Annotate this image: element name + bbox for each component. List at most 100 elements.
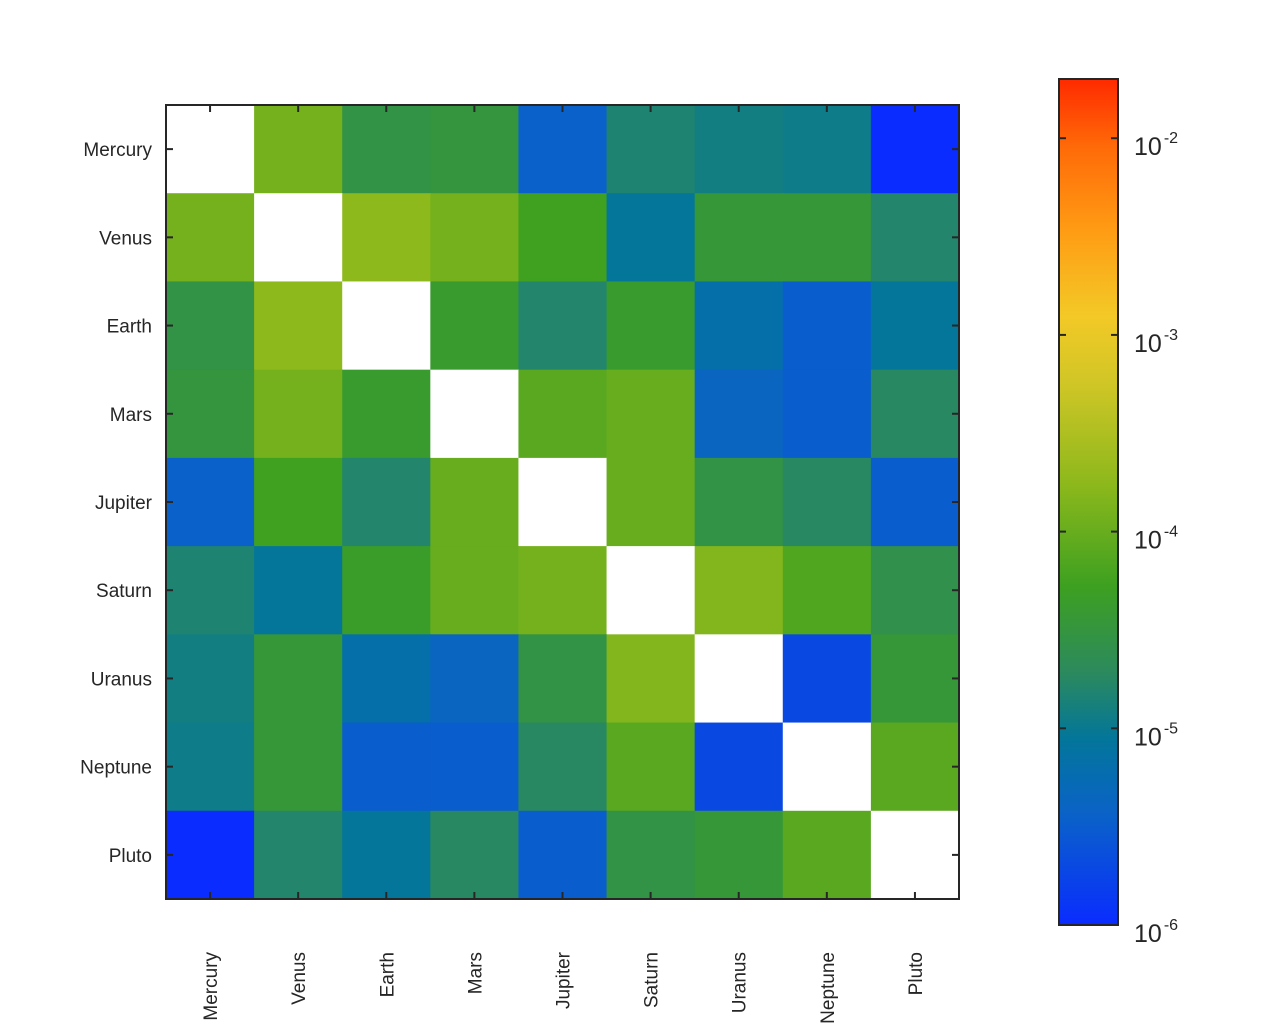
y-tick-label: Mars	[110, 405, 152, 426]
heatmap-cell-mercury-earth	[342, 105, 431, 194]
y-tick-label: Mercury	[83, 140, 152, 161]
heatmap-cell-venus-mars	[430, 193, 520, 283]
y-tick-label: Jupiter	[95, 493, 153, 514]
heatmap-cell-neptune-earth	[342, 722, 431, 812]
heatmap-cell-jupiter-earth	[342, 457, 431, 547]
heatmap-cell-mercury-venus	[254, 105, 343, 194]
heatmap-cell-neptune-neptune	[782, 722, 872, 812]
heatmap-cell-jupiter-mercury	[166, 457, 255, 547]
heatmap-cell-neptune-mars	[430, 722, 520, 812]
heatmap-cell-saturn-mars	[430, 546, 520, 635]
heatmap-cell-jupiter-jupiter	[518, 457, 608, 547]
heatmap-cell-earth-mercury	[166, 281, 255, 371]
heatmap-cell-neptune-jupiter	[518, 722, 608, 812]
heatmap-cell-earth-saturn	[606, 281, 696, 371]
heatmap-cell-pluto-mercury	[166, 810, 255, 900]
x-tick-label: Venus	[289, 952, 310, 1005]
x-tick-label: Mars	[465, 952, 486, 994]
heatmap-cell-mars-neptune	[782, 369, 872, 459]
heatmap-cell-pluto-mars	[430, 810, 520, 900]
heatmap-cell-venus-venus	[254, 193, 343, 283]
axis-ticks	[166, 105, 959, 899]
heatmap-cell-venus-pluto	[870, 193, 960, 283]
heatmap-cell-uranus-saturn	[606, 634, 696, 724]
y-tick-label: Earth	[107, 317, 152, 338]
x-tick-label: Earth	[377, 952, 398, 997]
heatmap-cell-uranus-neptune	[782, 634, 872, 724]
heatmap-cell-venus-saturn	[606, 193, 696, 283]
heatmap-cell-jupiter-mars	[430, 457, 520, 547]
heatmap-cell-mars-uranus	[694, 369, 784, 459]
heatmap-cell-jupiter-saturn	[606, 457, 696, 547]
heatmap-cell-saturn-neptune	[782, 546, 872, 635]
heatmap-cell-mars-jupiter	[518, 369, 608, 459]
heatmap-cell-saturn-pluto	[870, 546, 960, 635]
heatmap-cell-mars-earth	[342, 369, 431, 459]
heatmap-cell-mars-pluto	[870, 369, 960, 459]
colorbar-tick-label: 10 -5	[1134, 720, 1178, 751]
y-tick-label: Pluto	[109, 846, 152, 867]
heatmap-cell-uranus-mercury	[166, 634, 255, 724]
heatmap-cell-venus-jupiter	[518, 193, 608, 283]
heatmap-cell-pluto-jupiter	[518, 810, 608, 900]
heatmap-cell-venus-earth	[342, 193, 431, 283]
heatmap-cell-earth-pluto	[870, 281, 960, 371]
colorbar-tick-label: 10 -6	[1134, 917, 1178, 948]
heatmap-cell-earth-uranus	[694, 281, 784, 371]
heatmap-cell-saturn-venus	[254, 546, 343, 635]
heatmap-cell-mercury-pluto	[870, 105, 960, 194]
heatmap-cell-saturn-jupiter	[518, 546, 608, 635]
y-tick-label: Venus	[99, 228, 152, 249]
heatmap-cell-saturn-earth	[342, 546, 431, 635]
heatmap-cell-jupiter-uranus	[694, 457, 784, 547]
y-tick-label: Saturn	[96, 581, 152, 602]
heatmap-cell-mars-saturn	[606, 369, 696, 459]
colorbar-tick-label: 10 -4	[1134, 524, 1178, 555]
colorbar-frame	[1058, 78, 1119, 926]
heatmap-cell-venus-mercury	[166, 193, 255, 283]
heatmap-cell-mars-mercury	[166, 369, 255, 459]
heatmap-cell-pluto-earth	[342, 810, 431, 900]
heatmap-cell-pluto-pluto	[870, 810, 960, 900]
colorbar-ticks: 10-6 10-5 10-4 10-3 10-2	[1059, 130, 1178, 948]
heatmap-cell-uranus-mars	[430, 634, 520, 724]
heatmap-cell-saturn-saturn	[606, 546, 696, 635]
heatmap-cell-saturn-uranus	[694, 546, 784, 635]
heatmap-cell-venus-uranus	[694, 193, 784, 283]
heatmap-cell-jupiter-pluto	[870, 457, 960, 547]
x-tick-label: Jupiter	[554, 951, 575, 1009]
y-tick-label: Neptune	[80, 758, 152, 779]
heatmap-cell-earth-mars	[430, 281, 520, 371]
heatmap-cell-neptune-saturn	[606, 722, 696, 812]
heatmap-cell-jupiter-neptune	[782, 457, 872, 547]
heatmap-cell-pluto-venus	[254, 810, 343, 900]
y-tick-label: Uranus	[91, 669, 152, 690]
x-axis-labels: Mercury Venus Earth Mars Jupiter Saturn Uranus…	[201, 951, 927, 1024]
heatmap-cell-saturn-mercury	[166, 546, 255, 635]
heatmap-cell-pluto-neptune	[782, 810, 872, 900]
heatmap-cell-mercury-mars	[430, 105, 520, 194]
colorbar-tick-label: 10 -2	[1134, 130, 1178, 161]
heatmap-cell-neptune-mercury	[166, 722, 255, 812]
heatmap-cell-earth-venus	[254, 281, 343, 371]
heatmap-cell-uranus-jupiter	[518, 634, 608, 724]
heatmap-cell-venus-neptune	[782, 193, 872, 283]
heatmap-cell-uranus-uranus	[694, 634, 784, 724]
heatmap-cell-mercury-neptune	[782, 105, 872, 194]
heatmap-cell-mercury-uranus	[694, 105, 784, 194]
heatmap-cell-mercury-mercury	[166, 105, 255, 194]
heatmap-cell-jupiter-venus	[254, 457, 343, 547]
colorbar-tick-label: 10 -3	[1134, 327, 1178, 358]
heatmap-cell-uranus-venus	[254, 634, 343, 724]
heatmap-cell-earth-earth	[342, 281, 431, 371]
y-axis-labels: Mercury Venus Earth Mars Jupiter Saturn Uranus…	[80, 140, 153, 867]
colorbar: 10-6 10-5 10-4 10-3 10-2	[1058, 78, 1178, 948]
heatmap-cells	[166, 105, 960, 900]
heatmap-cell-mars-venus	[254, 369, 343, 459]
heatmap-cell-mercury-saturn	[606, 105, 696, 194]
heatmap-cell-uranus-earth	[342, 634, 431, 724]
x-tick-label: Pluto	[906, 952, 927, 995]
colorbar-gradient	[1059, 79, 1118, 925]
heatmap-cell-uranus-pluto	[870, 634, 960, 724]
